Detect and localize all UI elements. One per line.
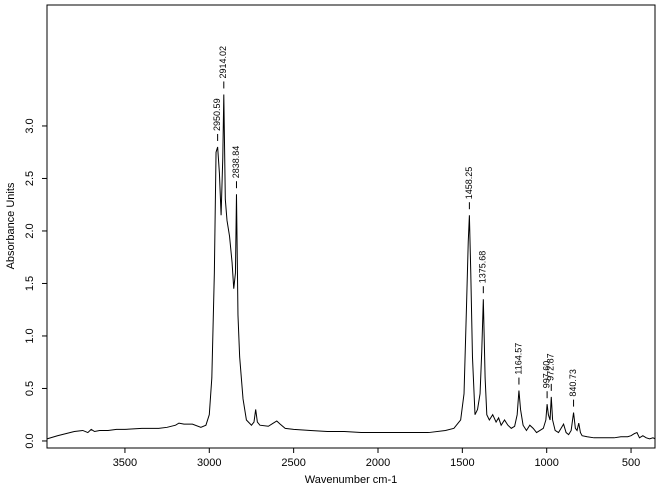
y-tick-label: 0.5 (24, 381, 36, 396)
x-tick-label: 500 (622, 457, 640, 469)
x-tick-label: 1500 (450, 457, 474, 469)
peak-label: 2950.59 (212, 98, 222, 131)
peak-label: 1375.68 (478, 251, 488, 284)
x-tick-label: 1000 (534, 457, 558, 469)
y-tick-label: 1.5 (24, 276, 36, 291)
x-tick-label: 3500 (113, 457, 137, 469)
y-tick-label: 3.0 (24, 118, 36, 133)
peak-label: 997.60 (541, 361, 551, 389)
spectrum-line (46, 94, 656, 440)
y-tick-label: 1.0 (24, 328, 36, 343)
x-tick-label: 3000 (197, 457, 221, 469)
y-tick-label: 0.0 (24, 433, 36, 448)
y-tick-label: 2.0 (24, 223, 36, 238)
x-tick-label: 2000 (366, 457, 390, 469)
peak-label: 972.87 (546, 353, 556, 381)
plot-frame (46, 4, 656, 449)
x-axis-title: Wavenumber cm-1 (305, 474, 398, 486)
peak-label: 1458.25 (464, 167, 474, 200)
peak-label: 1164.57 (513, 343, 523, 375)
peak-label: 2838.84 (231, 146, 241, 179)
y-tick-label: 2.5 (24, 171, 36, 186)
peak-label: 2914.02 (218, 46, 228, 79)
x-tick-label: 2500 (281, 457, 305, 469)
peak-label: 840.73 (568, 369, 578, 397)
y-axis-title: Absorbance Units (5, 182, 17, 269)
